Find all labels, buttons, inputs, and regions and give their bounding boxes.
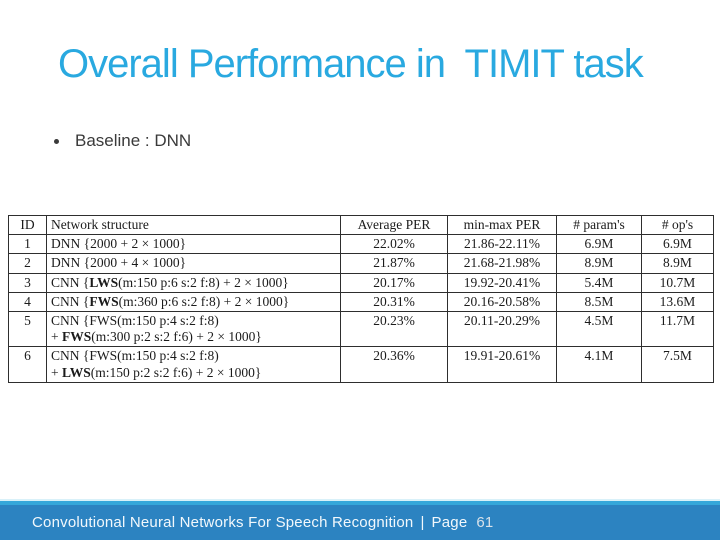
cell-minmax-per: 21.68-21.98% — [447, 253, 557, 274]
cell-ops: 11.7M — [641, 310, 714, 348]
column-header: ID — [8, 214, 47, 236]
cell-params: 8.5M — [556, 291, 642, 312]
footer-accent-strip — [0, 501, 720, 505]
cell-ops: 13.6M — [641, 291, 714, 312]
footer-separator: | — [420, 514, 425, 531]
footer-page-number: 61 — [476, 514, 494, 531]
cell-params: 5.4M — [556, 272, 642, 293]
cell-id: 2 — [8, 253, 47, 274]
cell-id: 4 — [8, 291, 47, 312]
table-header-row: ID Network structure Average PER min-max PE… — [8, 214, 714, 236]
bullet-item: Baseline : DNN — [54, 131, 191, 151]
footer-text: Convolutional Neural Networks For Speech… — [32, 505, 710, 540]
cell-average-per: 22.02% — [340, 234, 448, 255]
cell-network-structure: DNN {2000 + 2 × 1000} — [46, 234, 341, 255]
cell-network-structure: CNN {FWS(m:150 p:4 s:2 f:8) + LWS(m:150 p… — [46, 346, 341, 384]
cell-average-per: 20.31% — [340, 291, 448, 312]
bullet-icon — [54, 138, 59, 144]
cell-network-structure: DNN {2000 + 4 × 1000} — [46, 253, 341, 274]
column-header: Network structure — [46, 214, 341, 236]
page-title: Overall Performance in TIMIT task — [58, 42, 644, 86]
cell-minmax-per: 20.16-20.58% — [447, 291, 557, 312]
cell-id: 1 — [8, 234, 47, 255]
cell-params: 4.1M — [556, 346, 642, 384]
table-row: 3 CNN {LWS(m:150 p:6 s:2 f:8) + 2 × 1000}… — [8, 272, 714, 293]
cell-id: 3 — [8, 272, 47, 293]
cell-average-per: 20.36% — [340, 346, 448, 384]
cell-average-per: 21.87% — [340, 253, 448, 274]
results-table: ID Network structure Average PER min-max PE… — [8, 214, 714, 384]
footer-bar: Convolutional Neural Networks For Speech… — [0, 499, 720, 540]
table-row: 1 DNN {2000 + 2 × 1000} 22.02% 21.86-22.11%… — [8, 234, 714, 255]
column-header: min-max PER — [447, 214, 557, 236]
cell-minmax-per: 19.91-20.61% — [447, 346, 557, 384]
cell-ops: 8.9M — [641, 253, 714, 274]
footer-accent-line — [0, 499, 720, 501]
cell-params: 6.9M — [556, 234, 642, 255]
table-row: 4 CNN {FWS(m:360 p:6 s:2 f:8) + 2 × 1000}… — [8, 291, 714, 312]
column-header: # param's — [556, 214, 642, 236]
column-header: Average PER — [340, 214, 448, 236]
table-row: 2 DNN {2000 + 4 × 1000} 21.87% 21.68-21.98%… — [8, 253, 714, 274]
cell-network-structure: CNN {FWS(m:150 p:4 s:2 f:8) + FWS(m:300 p… — [46, 310, 341, 348]
cell-minmax-per: 20.11-20.29% — [447, 310, 557, 348]
cell-id: 5 — [8, 310, 47, 348]
cell-params: 4.5M — [556, 310, 642, 348]
cell-ops: 6.9M — [641, 234, 714, 255]
cell-network-structure: CNN {FWS(m:360 p:6 s:2 f:8) + 2 × 1000} — [46, 291, 341, 312]
cell-ops: 10.7M — [641, 272, 714, 293]
table-row: 6 CNN {FWS(m:150 p:4 s:2 f:8) + LWS(m:150 … — [8, 346, 714, 384]
footer-title: Convolutional Neural Networks For Speech… — [32, 514, 414, 531]
cell-minmax-per: 21.86-22.11% — [447, 234, 557, 255]
cell-params: 8.9M — [556, 253, 642, 274]
cell-network-structure: CNN {LWS(m:150 p:6 s:2 f:8) + 2 × 1000} — [46, 272, 341, 293]
cell-average-per: 20.23% — [340, 310, 448, 348]
column-header: # op's — [641, 214, 714, 236]
bullet-text: Baseline : DNN — [75, 131, 192, 150]
footer-page-label: Page — [431, 514, 468, 531]
table-row: 5 CNN {FWS(m:150 p:4 s:2 f:8) + FWS(m:300 … — [8, 310, 714, 348]
cell-minmax-per: 19.92-20.41% — [447, 272, 557, 293]
cell-average-per: 20.17% — [340, 272, 448, 293]
cell-id: 6 — [8, 346, 47, 384]
cell-ops: 7.5M — [641, 346, 714, 384]
